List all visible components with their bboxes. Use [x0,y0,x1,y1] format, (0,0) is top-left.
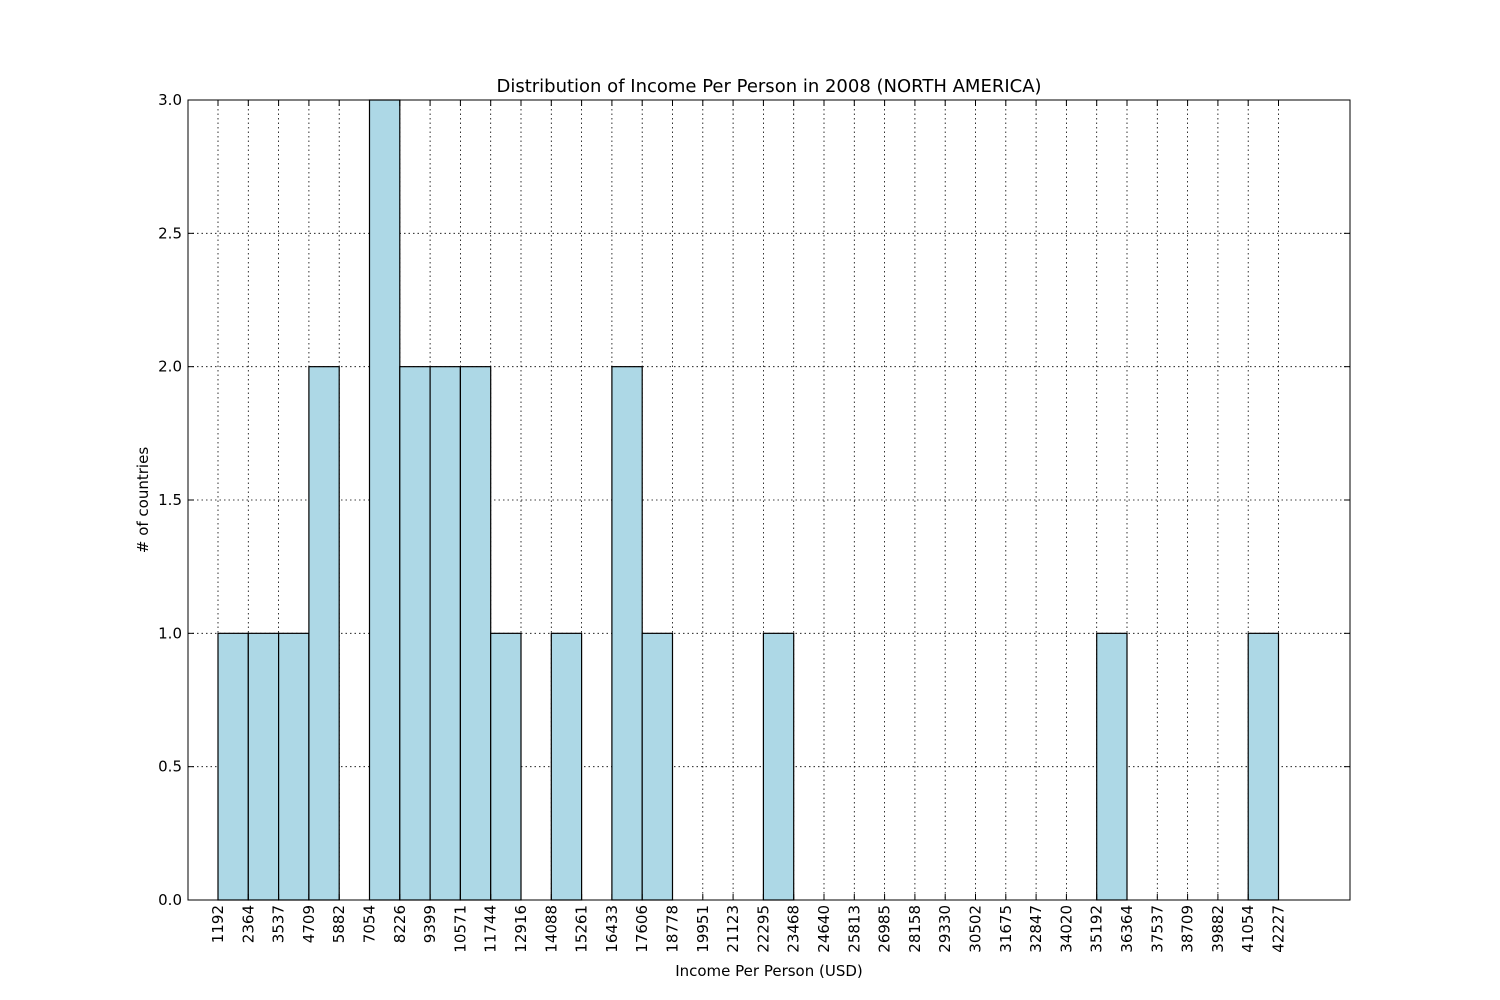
histogram-bar [368,99,401,901]
x-tick-label: 36364 [1118,905,1136,953]
x-tick-label: 22295 [754,905,772,953]
x-tick-label: 2364 [239,905,257,943]
x-tick-label: 26985 [876,905,894,953]
x-tick-label: 11744 [482,905,500,953]
x-tick-label: 21123 [724,905,742,953]
histogram-bar [1247,632,1280,901]
histogram-bar [490,632,522,901]
x-tick-label: 30502 [967,905,985,953]
x-tick-label: 32847 [1027,905,1045,953]
x-tick-label: 15261 [573,905,591,953]
x-tick-label: 31675 [997,905,1015,953]
histogram-bars [217,99,1280,901]
x-tick-label: 9399 [421,905,439,943]
y-axis-label: # of countries [134,447,152,553]
histogram-bar [550,632,583,901]
x-tick-label: 34020 [1057,905,1075,953]
y-tick-label: 3.0 [158,91,182,109]
x-tick-label: 18778 [664,905,682,953]
histogram-bar [247,632,280,901]
histogram-bar [611,366,643,901]
histogram-bar [1096,632,1128,901]
y-tick-label: 0.0 [158,891,182,909]
histogram-bar [308,366,340,901]
histogram-bar [278,632,310,901]
histogram-bar [762,632,795,901]
histogram-bar [459,366,492,901]
x-tick-label: 24640 [815,905,833,953]
x-tick-label: 12916 [512,905,530,953]
x-tick-label: 37537 [1148,905,1166,953]
x-tick-label: 1192 [209,905,227,943]
x-tick-label: 23468 [785,905,803,953]
x-tick-label: 8226 [391,905,409,943]
x-tick-label: 35192 [1088,905,1106,953]
y-tick-label: 1.5 [158,491,182,509]
y-tick-label: 1.0 [158,624,182,642]
y-tick-label: 2.0 [158,358,182,376]
histogram-bar [429,366,462,901]
x-tick-label: 17606 [633,905,651,953]
x-axis-label: Income Per Person (USD) [675,962,863,980]
x-axis-ticks: 1192 2364 3537 4709 5882 7054 8226 9399 10571 117… [209,100,1288,953]
x-tick-label: 39882 [1209,905,1227,953]
x-tick-label: 10571 [451,905,469,953]
x-tick-label: 25813 [845,905,863,953]
histogram-bar [217,632,249,901]
x-tick-label: 5882 [330,905,348,943]
y-tick-label: 2.5 [158,224,182,242]
histogram-bar [399,366,431,901]
x-tick-label: 3537 [270,905,288,943]
x-tick-label: 41054 [1239,905,1257,953]
x-tick-label: 14088 [542,905,560,953]
x-tick-label: 38709 [1179,905,1197,953]
x-tick-label: 7054 [361,905,379,943]
x-tick-label: 42227 [1270,905,1288,953]
x-tick-label: 16433 [603,905,621,953]
y-axis-ticks: 0.0 0.5 1.0 1.5 2.0 2.5 3.0 [158,91,1350,909]
x-tick-label: 29330 [936,905,954,953]
x-tick-label: 28158 [906,905,924,953]
histogram-bar [641,632,674,901]
chart-title: Distribution of Income Per Person in 200… [496,76,1041,97]
x-tick-label: 4709 [300,905,318,943]
y-tick-label: 0.5 [158,758,182,776]
x-tick-label: 19951 [694,905,712,953]
